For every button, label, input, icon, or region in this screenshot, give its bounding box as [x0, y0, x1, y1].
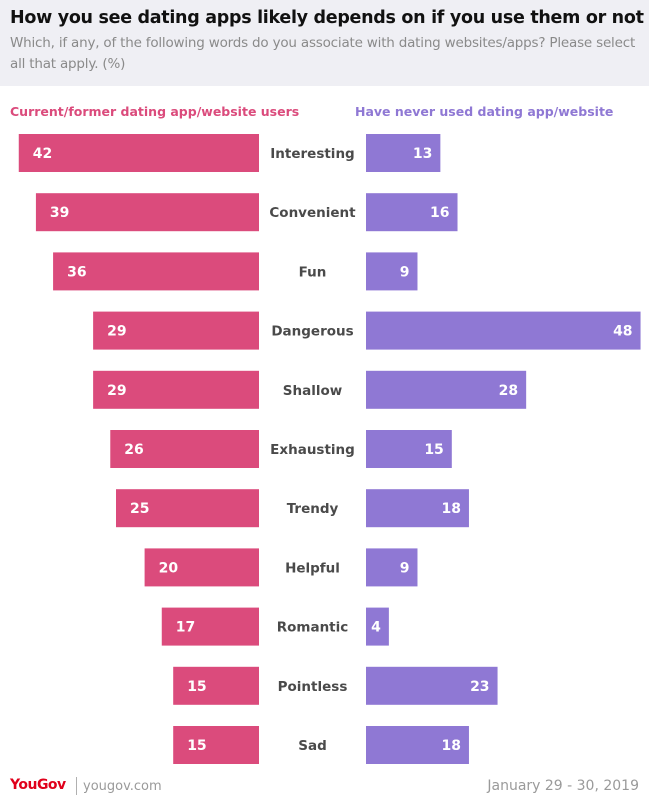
bar-left-exhausting	[110, 430, 259, 468]
bar-left-fun	[53, 252, 259, 291]
category-label: Pointless	[278, 679, 348, 695]
value-label-right: 9	[400, 560, 410, 576]
bar-right-dangerous	[366, 311, 641, 350]
chart-row: 26 Exhausting 15	[110, 430, 452, 468]
chart-row: 20 Helpful 9	[144, 548, 418, 587]
bar-left-dangerous	[93, 311, 260, 350]
value-label-left: 15	[187, 679, 206, 695]
bar-right-shallow	[366, 370, 527, 409]
category-label: Sad	[298, 738, 327, 754]
value-label-left: 36	[67, 264, 86, 280]
bar-left-romantic	[161, 607, 259, 646]
chart-row: 29 Dangerous 48	[93, 311, 641, 350]
bar-left-interesting	[18, 134, 260, 172]
value-label-right: 15	[424, 442, 443, 458]
value-label-right: 18	[441, 501, 460, 517]
legend-right-series: Have never used dating app/website	[355, 104, 614, 119]
chart-row: 25 Trendy 18	[116, 489, 469, 528]
category-label: Dangerous	[271, 324, 353, 340]
bar-left-shallow	[93, 370, 260, 409]
value-label-right: 16	[430, 205, 449, 221]
bar-left-pointless	[173, 666, 259, 705]
value-label-right: 48	[613, 324, 632, 340]
bar-left-convenient	[35, 193, 259, 232]
yougov-logo: YouGov	[10, 777, 66, 793]
bar-left-trendy	[116, 489, 259, 528]
value-label-left: 25	[130, 501, 149, 517]
chart-row: 39 Convenient 16	[35, 193, 458, 232]
value-label-left: 15	[187, 738, 206, 754]
logo-you: You	[10, 777, 37, 793]
logo-gov: Gov	[36, 777, 66, 793]
value-label-left: 39	[50, 205, 69, 221]
value-label-right: 13	[413, 146, 432, 162]
bar-right-trendy	[366, 489, 469, 528]
value-label-left: 42	[33, 146, 52, 162]
category-label: Romantic	[277, 620, 349, 636]
chart-subtitle: Which, if any, of the following words do…	[10, 35, 636, 72]
category-label: Helpful	[285, 560, 340, 576]
bar-right-interesting	[366, 134, 441, 172]
bar-right-romantic	[366, 607, 389, 646]
survey-date: January 29 - 30, 2019	[487, 778, 639, 794]
chart-row: 42 Interesting 13	[18, 134, 441, 172]
bar-right-sad	[366, 726, 469, 764]
value-label-right: 23	[470, 679, 489, 695]
bar-right-fun	[366, 252, 418, 291]
value-label-left: 20	[159, 560, 179, 576]
value-label-left: 29	[107, 324, 126, 340]
value-label-right: 9	[400, 264, 410, 280]
bar-right-pointless	[366, 666, 498, 705]
footer-divider	[76, 777, 77, 795]
category-label: Exhausting	[270, 442, 355, 458]
bar-left-helpful	[144, 548, 259, 587]
value-label-left: 26	[124, 442, 143, 458]
bar-right-convenient	[366, 193, 458, 232]
legend-left-series: Current/former dating app/website users	[10, 104, 300, 119]
value-label-right: 18	[441, 738, 460, 754]
category-label: Fun	[299, 264, 327, 280]
chart-row: 29 Shallow 28	[93, 370, 527, 409]
chart-row: 15 Sad 18	[173, 726, 469, 764]
category-label: Trendy	[287, 501, 339, 517]
category-label: Convenient	[269, 205, 356, 221]
chart-row: 36 Fun 9	[53, 252, 418, 291]
header-band: How you see dating apps likely depends o…	[0, 0, 649, 86]
category-label: Interesting	[270, 146, 354, 162]
footer-url: yougov.com	[83, 779, 162, 794]
value-label-right: 4	[371, 620, 381, 636]
value-label-left: 17	[176, 620, 195, 636]
category-label: Shallow	[283, 383, 342, 399]
bar-left-sad	[173, 726, 259, 764]
chart-title: How you see dating apps likely depends o…	[10, 8, 644, 28]
bar-right-exhausting	[366, 430, 452, 468]
value-label-left: 29	[107, 383, 126, 399]
chart-row: 17 Romantic 4	[161, 607, 389, 646]
bar-right-helpful	[366, 548, 418, 587]
value-label-right: 28	[499, 383, 518, 399]
chart-row: 15 Pointless 23	[173, 666, 498, 705]
